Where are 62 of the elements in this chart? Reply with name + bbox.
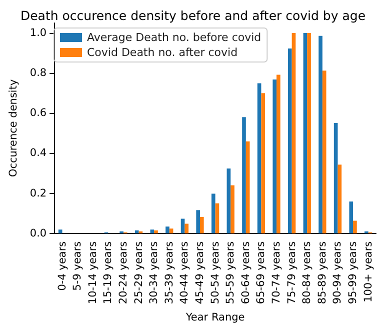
bar	[257, 83, 262, 234]
y-tick-label: 0.4	[30, 147, 47, 160]
bar	[246, 141, 250, 234]
bar	[338, 164, 342, 234]
y-tick-label: 0.8	[30, 67, 47, 80]
x-tick-label: 35-39 years	[163, 241, 176, 304]
bar	[242, 117, 246, 234]
bar	[303, 33, 308, 234]
y-tick-label: 0.2	[30, 187, 47, 200]
y-tick-label: 1.0	[30, 27, 47, 40]
bar	[134, 230, 139, 234]
bar	[196, 210, 200, 234]
x-axis-title: Year Range	[184, 312, 245, 324]
x-tick-label: 5-9 years	[72, 241, 84, 291]
x-tick-label: 40-44 years	[178, 241, 191, 304]
x-tick-label: 20-24 years	[117, 241, 130, 304]
bar	[292, 33, 296, 234]
bar	[318, 36, 322, 234]
bar	[150, 230, 154, 234]
x-tick-label: 50-54 years	[209, 241, 222, 304]
bar	[261, 93, 266, 234]
x-tick-label: 10-14 years	[86, 241, 99, 304]
x-tick-label: 70-74 years	[270, 241, 283, 304]
bar	[211, 194, 216, 234]
y-tick-label: 0.0	[30, 227, 47, 240]
x-tick-label: 55-59 years	[224, 241, 237, 304]
bar	[334, 122, 338, 234]
bar	[276, 74, 280, 234]
legend-label: Average Death no. before covid	[87, 31, 262, 44]
bar	[288, 48, 292, 234]
x-tick-label: 90-94 years	[332, 241, 344, 304]
bar	[307, 33, 311, 234]
x-tick-label: 85-89 years	[316, 241, 328, 304]
x-tick-label: 25-29 years	[132, 241, 145, 304]
bar	[154, 230, 158, 234]
x-tick-label: 75-79 years	[286, 241, 298, 304]
x-tick-label: 80-84 years	[301, 241, 314, 304]
bar	[200, 216, 204, 234]
x-tick-label: 45-49 years	[194, 241, 206, 304]
bar	[226, 168, 231, 234]
x-tick-label: 0-4 years	[56, 241, 68, 291]
bar	[184, 224, 189, 234]
x-tick-label: 100+ years	[362, 241, 374, 302]
bar	[349, 202, 354, 234]
x-tick-label: 65-69 years	[255, 241, 268, 304]
bar	[230, 185, 234, 234]
bar	[169, 228, 174, 234]
x-tick-label: 60-64 years	[240, 241, 252, 304]
x-tick-label: 95-99 years	[347, 241, 360, 304]
bar	[272, 79, 277, 234]
bar	[58, 230, 62, 234]
bar	[166, 226, 170, 234]
legend-label: Covid Death no. after covid	[87, 46, 238, 59]
y-tick-label: 0.6	[30, 107, 47, 120]
x-tick-label: 30-34 years	[148, 241, 160, 304]
bar	[322, 70, 326, 234]
y-axis-title: Occurence density	[8, 79, 20, 178]
x-tick-label: 15-19 years	[102, 241, 114, 304]
bar	[353, 220, 357, 234]
chart-title: Death occurence density before and after covid by age	[20, 8, 366, 23]
bar	[215, 203, 220, 234]
bar	[180, 218, 185, 234]
